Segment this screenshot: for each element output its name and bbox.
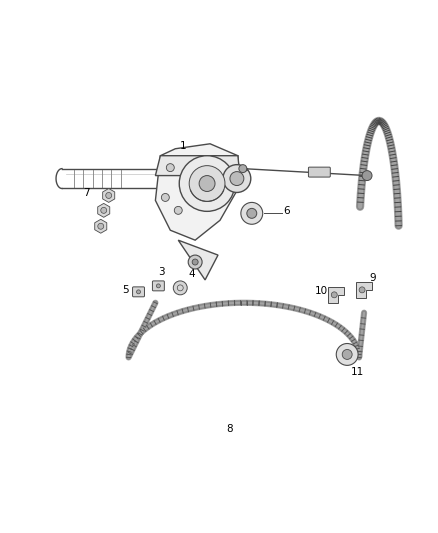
Circle shape xyxy=(336,343,358,365)
Circle shape xyxy=(137,290,141,294)
Text: 4: 4 xyxy=(188,269,195,279)
Circle shape xyxy=(362,171,372,181)
Text: 8: 8 xyxy=(226,424,233,434)
Text: 6: 6 xyxy=(283,206,290,216)
Circle shape xyxy=(101,207,107,213)
Circle shape xyxy=(161,193,170,201)
Circle shape xyxy=(106,192,112,198)
Circle shape xyxy=(199,175,215,191)
Circle shape xyxy=(247,208,257,219)
Text: 7: 7 xyxy=(83,189,89,198)
Circle shape xyxy=(331,292,337,298)
Polygon shape xyxy=(356,282,372,298)
Polygon shape xyxy=(102,189,115,203)
Circle shape xyxy=(239,165,247,173)
Text: 9: 9 xyxy=(369,273,376,283)
Text: 11: 11 xyxy=(351,367,364,377)
Polygon shape xyxy=(95,219,107,233)
Circle shape xyxy=(342,350,352,359)
Circle shape xyxy=(192,259,198,265)
Text: 10: 10 xyxy=(314,286,328,296)
Polygon shape xyxy=(155,156,240,175)
Circle shape xyxy=(241,203,263,224)
Circle shape xyxy=(230,172,244,185)
Circle shape xyxy=(166,164,174,172)
Circle shape xyxy=(189,166,225,201)
FancyBboxPatch shape xyxy=(152,281,164,291)
Circle shape xyxy=(223,165,251,192)
Polygon shape xyxy=(155,144,240,240)
Circle shape xyxy=(359,287,365,293)
Polygon shape xyxy=(178,240,218,280)
FancyBboxPatch shape xyxy=(308,167,330,177)
Circle shape xyxy=(173,281,187,295)
Circle shape xyxy=(98,223,104,229)
FancyBboxPatch shape xyxy=(133,287,145,297)
Polygon shape xyxy=(328,287,344,303)
Text: 5: 5 xyxy=(123,285,129,295)
Circle shape xyxy=(188,255,202,269)
Text: 1: 1 xyxy=(180,141,187,151)
Circle shape xyxy=(156,284,160,288)
Text: 3: 3 xyxy=(159,267,165,277)
Polygon shape xyxy=(98,204,110,217)
Circle shape xyxy=(174,206,182,214)
Circle shape xyxy=(179,156,235,212)
